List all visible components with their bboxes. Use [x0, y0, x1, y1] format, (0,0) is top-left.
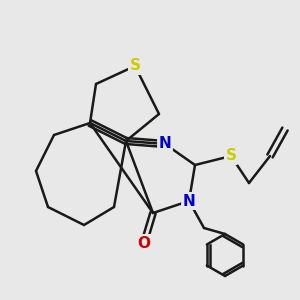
Text: N: N [183, 194, 195, 208]
Text: S: S [130, 58, 140, 74]
Text: O: O [137, 236, 151, 250]
Text: S: S [226, 148, 236, 164]
Text: N: N [159, 136, 171, 152]
